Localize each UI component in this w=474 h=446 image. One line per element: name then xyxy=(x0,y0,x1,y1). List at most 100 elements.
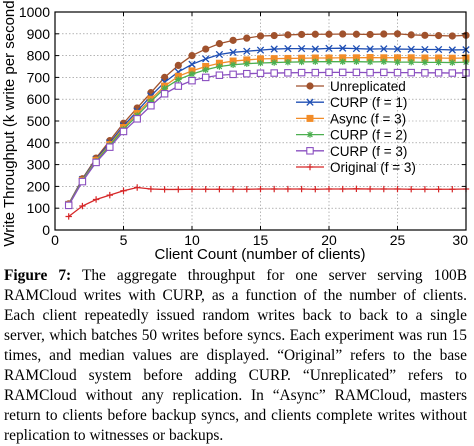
legend-marker xyxy=(306,163,314,171)
data-point xyxy=(161,85,168,92)
legend-label: Original (f = 3) xyxy=(330,160,416,175)
data-point xyxy=(366,58,374,66)
legend-marker xyxy=(306,82,314,90)
data-point xyxy=(448,46,456,54)
data-point xyxy=(92,196,100,203)
data-point xyxy=(448,32,456,40)
data-point xyxy=(270,45,278,53)
data-point xyxy=(366,45,374,53)
data-point xyxy=(393,30,402,38)
data-point xyxy=(284,58,292,66)
data-point xyxy=(202,55,210,63)
data-point xyxy=(380,185,387,193)
x-tick-label: 0 xyxy=(51,232,59,248)
data-point xyxy=(284,31,292,39)
data-point xyxy=(229,186,237,193)
data-point xyxy=(448,69,457,77)
y-tick-label: 500 xyxy=(27,113,51,129)
y-tick-label: 0 xyxy=(42,222,50,238)
legend-marker xyxy=(306,114,314,122)
data-point xyxy=(339,58,346,65)
x-tick-label: 20 xyxy=(321,232,337,248)
data-point xyxy=(175,186,182,193)
y-tick-label: 400 xyxy=(27,135,51,151)
data-point xyxy=(243,47,251,55)
data-point xyxy=(243,60,250,67)
legend-label: CURP (f = 2) xyxy=(330,128,407,143)
data-point xyxy=(434,69,443,77)
data-point xyxy=(175,76,182,83)
y-tick-label: 700 xyxy=(27,69,51,85)
legend-marker xyxy=(306,131,314,138)
data-point xyxy=(393,68,402,77)
data-point xyxy=(325,44,333,53)
data-point xyxy=(325,58,333,65)
series-original-f-3 xyxy=(65,184,470,220)
data-point xyxy=(421,31,429,39)
data-point xyxy=(353,58,360,65)
data-point xyxy=(434,31,443,40)
data-point xyxy=(353,185,360,192)
data-point xyxy=(270,69,278,77)
data-point xyxy=(202,66,209,73)
data-point xyxy=(435,59,442,66)
legend-entry-curp-f-1: CURP (f = 1) xyxy=(296,95,407,110)
x-tick-label: 30 xyxy=(452,232,468,248)
data-point xyxy=(79,202,86,210)
data-point xyxy=(339,30,347,38)
data-point xyxy=(201,73,210,82)
data-point xyxy=(229,48,237,56)
legend-entry-unreplicated: Unreplicated xyxy=(296,79,406,94)
data-point xyxy=(297,30,306,39)
data-point xyxy=(271,59,278,66)
data-point xyxy=(147,185,155,193)
data-point xyxy=(380,68,388,77)
legend-entry-curp-f-3: CURP (f = 3) xyxy=(296,144,407,159)
data-point xyxy=(64,201,73,210)
data-point xyxy=(380,30,388,38)
legend-entry-async-f-3: Async (f = 3) xyxy=(296,111,406,126)
data-point xyxy=(78,177,87,186)
data-point xyxy=(188,76,196,85)
data-point xyxy=(407,31,415,39)
y-axis-label: Write Throughput (k write per second) xyxy=(1,0,18,247)
caption-text: The aggregate throughput for one server … xyxy=(4,267,467,444)
data-point xyxy=(407,45,415,53)
legend-entry-original-f-3: Original (f = 3) xyxy=(296,160,416,175)
data-point xyxy=(394,185,401,193)
data-point xyxy=(311,30,319,38)
data-point xyxy=(352,30,360,38)
data-point xyxy=(119,127,128,136)
data-point xyxy=(188,60,196,68)
data-point xyxy=(284,185,292,193)
data-point xyxy=(215,71,224,79)
y-tick-label: 200 xyxy=(27,178,51,194)
x-tick-label: 15 xyxy=(253,232,269,248)
data-point xyxy=(229,36,237,44)
data-point xyxy=(298,58,305,66)
data-point xyxy=(352,68,361,77)
caption-label: Figure 7: xyxy=(4,267,72,284)
data-point xyxy=(229,70,237,79)
data-point xyxy=(339,44,347,52)
data-point xyxy=(243,186,250,193)
data-point xyxy=(449,186,456,193)
data-point xyxy=(297,68,306,77)
data-point xyxy=(338,68,347,77)
x-tick-label: 5 xyxy=(120,232,128,248)
data-point xyxy=(147,101,155,110)
data-point xyxy=(256,46,265,54)
data-point xyxy=(421,45,429,54)
data-point xyxy=(407,68,415,77)
data-point xyxy=(243,34,251,42)
legend-label: CURP (f = 3) xyxy=(330,144,407,159)
data-point xyxy=(188,186,196,193)
data-point xyxy=(312,186,319,193)
data-point xyxy=(134,184,141,191)
data-point xyxy=(215,50,224,59)
x-axis-label: Client Count (number of clients) xyxy=(155,246,366,262)
data-point xyxy=(256,32,265,40)
data-point xyxy=(174,82,183,90)
